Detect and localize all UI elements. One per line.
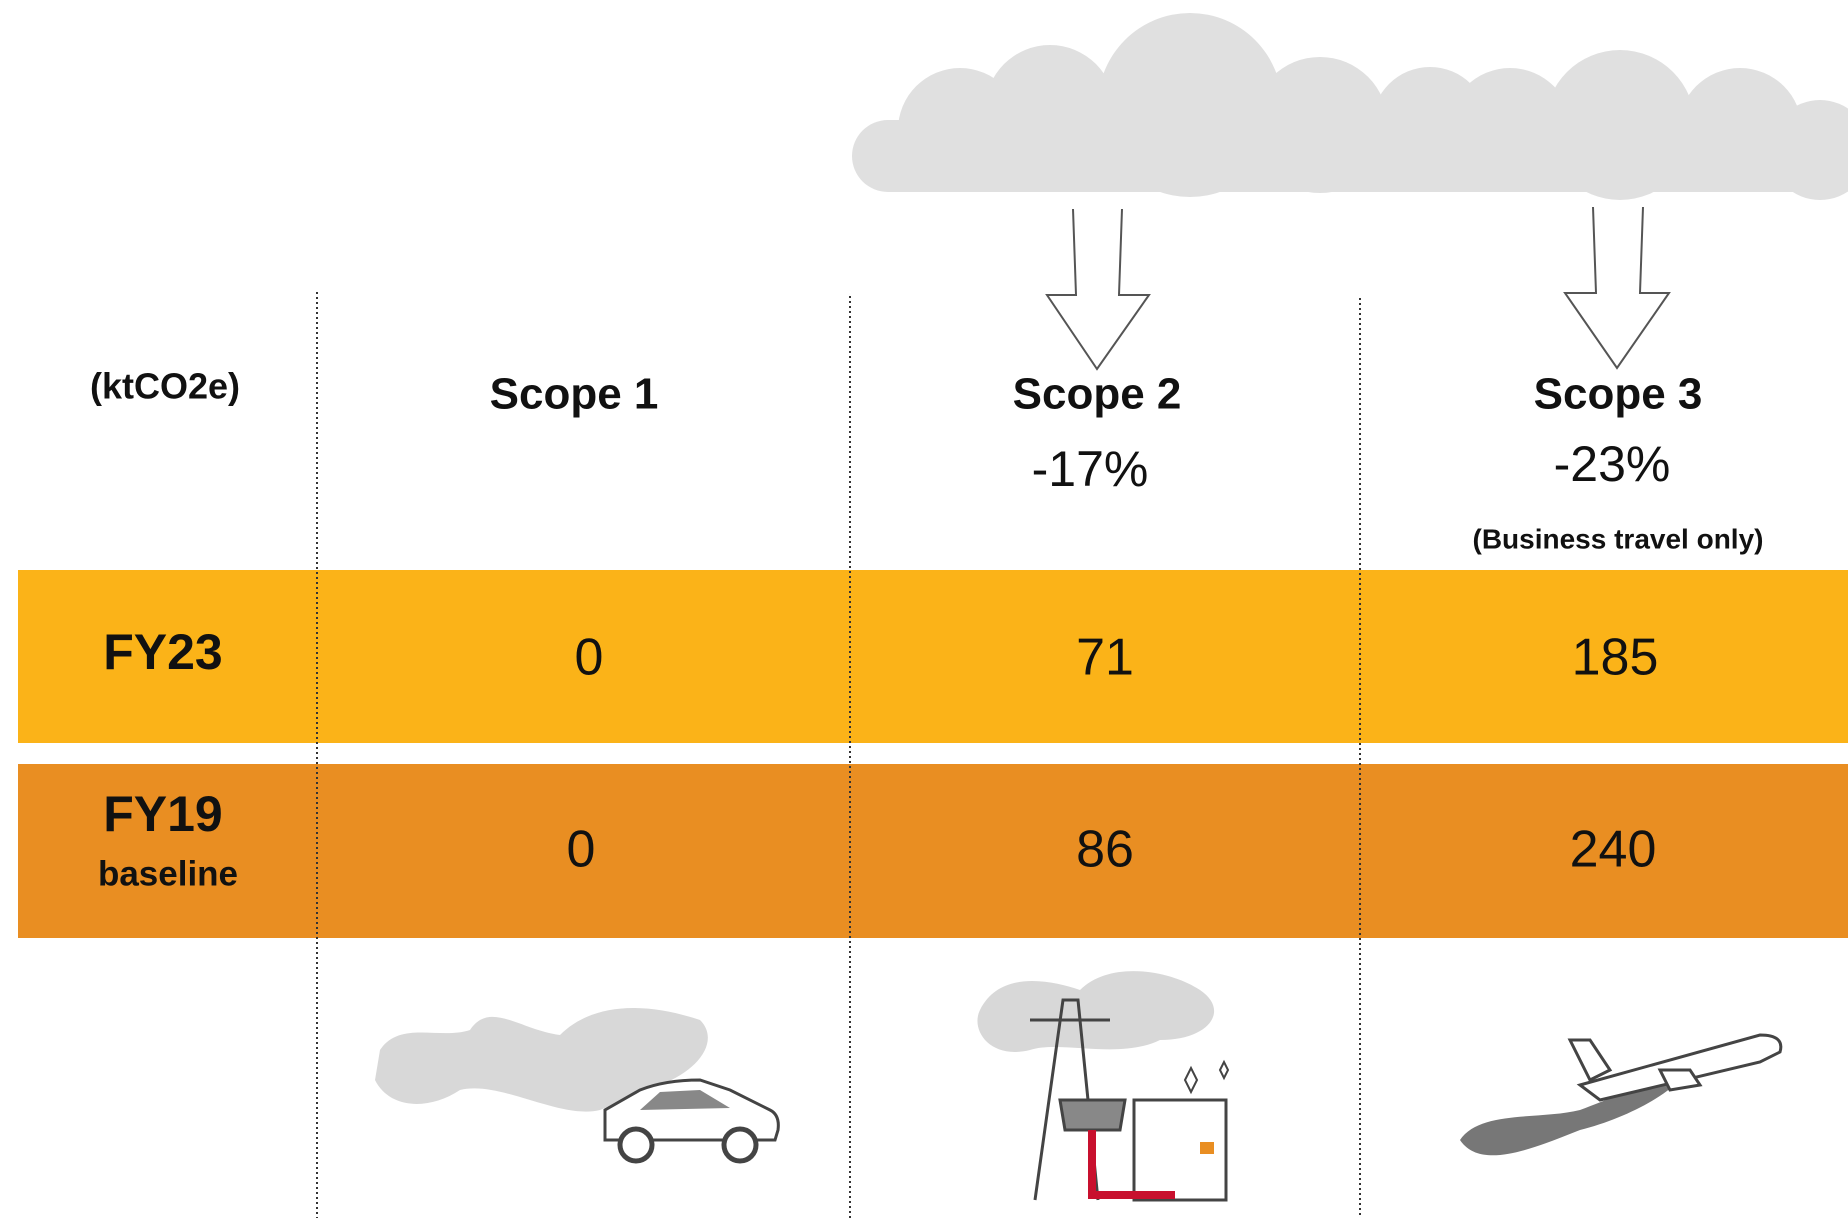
row-label: FY19 (103, 786, 223, 842)
power-icon (977, 971, 1228, 1200)
car-icon (375, 1008, 778, 1161)
infographic: (ktCO2e) Scope 1 Scope 2 Scope 3 -17% -2… (0, 0, 1848, 1218)
cell-value: 86 (1076, 821, 1134, 879)
cell-value: 240 (1570, 821, 1657, 879)
plane-icon (1460, 1035, 1781, 1155)
cell-value: 185 (1572, 629, 1659, 687)
change-label: -23% (1554, 436, 1671, 492)
column-title: Scope 1 (490, 370, 659, 419)
arrow (1047, 209, 1149, 369)
arrow (1565, 207, 1669, 368)
row-label: FY23 (103, 624, 223, 680)
unit-label: (ktCO2e) (90, 366, 240, 407)
cell-value: 71 (1076, 629, 1134, 687)
change-label: -17% (1032, 441, 1149, 497)
cloud (852, 13, 1848, 200)
column-title: Scope 3 (1534, 370, 1703, 419)
cell-value: 0 (575, 629, 604, 687)
row-sublabel: baseline (98, 854, 238, 893)
column-title: Scope 2 (1013, 370, 1182, 419)
cell-value: 0 (567, 821, 596, 879)
column-note: (Business travel only) (1473, 523, 1764, 554)
